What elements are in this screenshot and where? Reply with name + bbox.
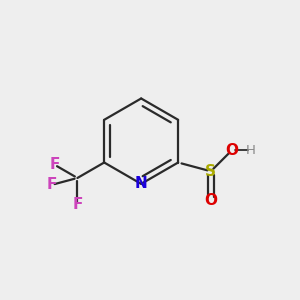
Text: O: O — [204, 193, 217, 208]
Text: F: F — [72, 197, 82, 212]
Text: H: H — [246, 144, 256, 157]
Text: N: N — [135, 176, 148, 191]
Text: F: F — [49, 157, 60, 172]
Text: F: F — [46, 177, 57, 192]
Text: O: O — [225, 143, 238, 158]
Text: S: S — [205, 164, 216, 179]
